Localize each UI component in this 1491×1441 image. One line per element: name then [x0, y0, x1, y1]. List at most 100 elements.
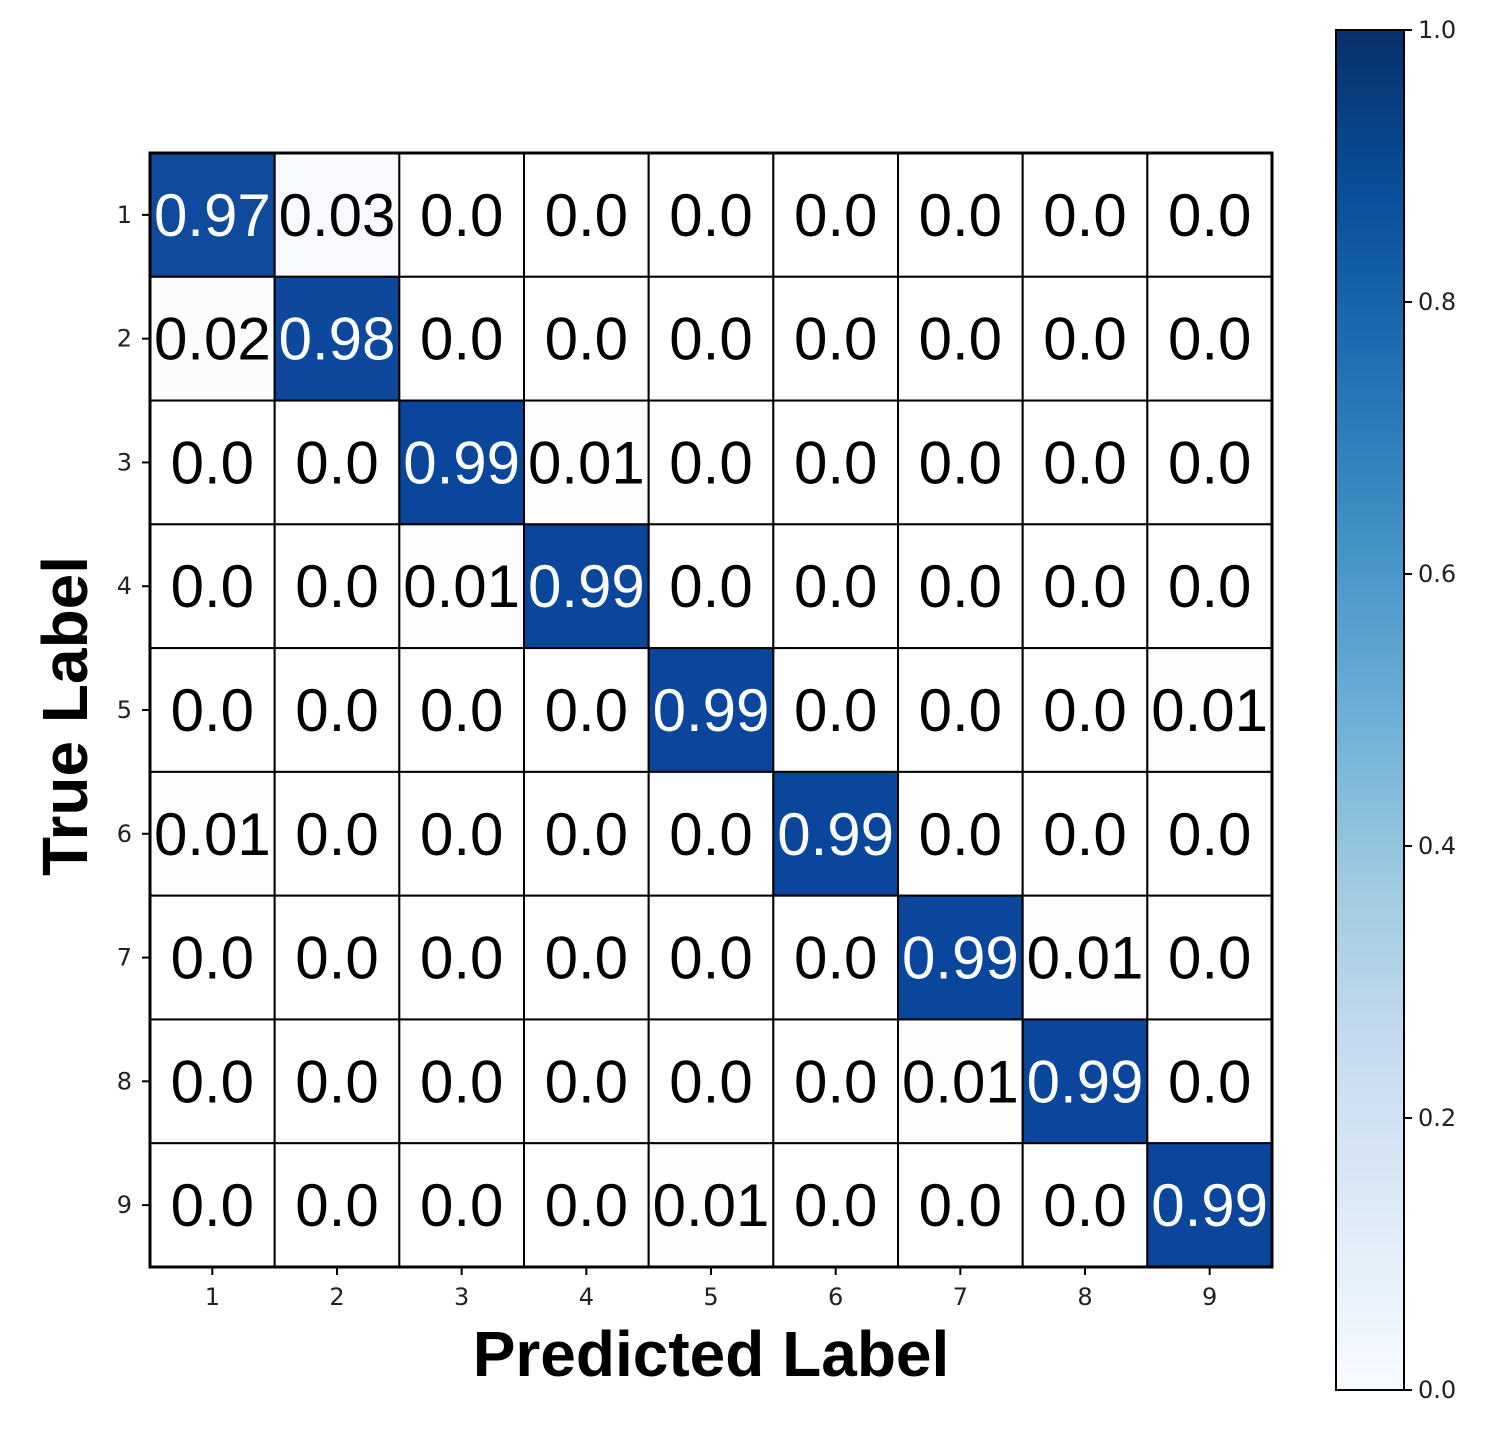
- cell-value-r3-c3: 0.99: [403, 429, 520, 496]
- cell-value-r5-c7: 0.0: [919, 677, 1002, 744]
- heatmap-cell-r6-c1: [149, 770, 276, 897]
- heatmap-cell-r6-c5: [647, 770, 775, 897]
- heatmap-cell-r4-c4: [523, 523, 650, 650]
- heatmap-cell-r8-c9: [1146, 1018, 1274, 1145]
- cell-value-r4-c3: 0.01: [403, 553, 520, 620]
- x-tick-label: 3: [454, 1283, 469, 1311]
- y-tick-label: 3: [117, 448, 132, 476]
- heatmap-cell-r9-c1: [149, 1142, 276, 1268]
- heatmap-cell-r6-c6: [772, 770, 899, 897]
- cell-value-r2-c7: 0.0: [919, 306, 1002, 373]
- cell-value-r7-c7: 0.99: [902, 925, 1019, 992]
- heatmap-cell-r6-c9: [1146, 770, 1274, 897]
- colorbar-tick-label: 0.6: [1418, 560, 1456, 588]
- heatmap-cell-r2-c7: [897, 275, 1024, 402]
- cell-value-r1-c1: 0.97: [154, 182, 271, 249]
- cell-value-r4-c1: 0.0: [171, 553, 254, 620]
- x-tick-label: 6: [828, 1283, 843, 1311]
- x-axis-label: Predicted Label: [473, 1318, 950, 1390]
- heatmap-cell-r9-c6: [772, 1142, 899, 1268]
- cell-value-r4-c4: 0.99: [528, 553, 645, 620]
- x-tick-label: 4: [579, 1283, 594, 1311]
- cell-value-r4-c6: 0.0: [794, 553, 877, 620]
- x-tick-label: 7: [953, 1283, 968, 1311]
- cell-value-r7-c3: 0.0: [420, 925, 503, 992]
- cell-value-r1-c5: 0.0: [669, 182, 752, 249]
- cell-value-r7-c4: 0.0: [545, 925, 628, 992]
- heatmap-cell-r2-c5: [647, 275, 775, 402]
- cell-value-r9-c6: 0.0: [794, 1172, 877, 1239]
- cell-value-r1-c9: 0.0: [1168, 182, 1251, 249]
- colorbar-ticks: 0.0 0.2 0.4 0.6 0.8 1.0: [1404, 16, 1456, 1404]
- heatmap-cell-r9-c9: [1146, 1142, 1274, 1268]
- heatmap-cell-r1-c2: [273, 152, 401, 278]
- heatmap-cell-r1-c8: [1021, 152, 1149, 278]
- heatmap-cell-r1-c6: [772, 152, 899, 278]
- x-tick-label: 5: [703, 1283, 718, 1311]
- heatmap-cell-r7-c1: [149, 894, 276, 1021]
- cell-value-r5-c3: 0.0: [420, 677, 503, 744]
- cell-value-r8-c4: 0.0: [545, 1048, 628, 1115]
- x-tick-label: 1: [205, 1283, 220, 1311]
- colorbar-tick-label: 0.8: [1418, 288, 1456, 316]
- heatmap-cell-r2-c9: [1146, 275, 1274, 402]
- cell-value-r6-c3: 0.0: [420, 801, 503, 868]
- cell-value-r7-c9: 0.0: [1168, 925, 1251, 992]
- heatmap-cell-r5-c7: [897, 647, 1024, 773]
- cell-value-r4-c2: 0.0: [295, 553, 378, 620]
- cell-value-r4-c8: 0.0: [1043, 553, 1126, 620]
- cell-value-r6-c9: 0.0: [1168, 801, 1251, 868]
- cell-value-r4-c7: 0.0: [919, 553, 1002, 620]
- cell-value-r6-c4: 0.0: [545, 801, 628, 868]
- heatmap-cell-labels: 0.97 0.03 0.0 0.0 0.0 0.0 0.0 0.0 0.0 0.02 0.98 0.0…: [154, 182, 1268, 1239]
- cell-value-r9-c9: 0.99: [1151, 1172, 1268, 1239]
- heatmap-cell-r1-c1: [149, 152, 276, 278]
- heatmap-cells: [149, 152, 1274, 1268]
- colorbar-tick-label: 1.0: [1418, 16, 1456, 44]
- cell-value-r5-c4: 0.0: [545, 677, 628, 744]
- heatmap-cell-r8-c1: [149, 1018, 276, 1145]
- cell-value-r5-c8: 0.0: [1043, 677, 1126, 744]
- y-tick-label: 8: [117, 1067, 132, 1095]
- cell-value-r1-c2: 0.03: [279, 182, 396, 249]
- heatmap-cell-r4-c1: [149, 523, 276, 650]
- y-tick-label: 4: [117, 572, 132, 600]
- cell-value-r8-c2: 0.0: [295, 1048, 378, 1115]
- heatmap-cell-r3-c5: [647, 399, 775, 526]
- cell-value-r8-c3: 0.0: [420, 1048, 503, 1115]
- heatmap-cell-r6-c8: [1021, 770, 1149, 897]
- colorbar-tick-label: 0.2: [1418, 1104, 1456, 1132]
- heatmap-cell-r5-c9: [1146, 647, 1274, 773]
- cell-value-r5-c9: 0.01: [1151, 677, 1268, 744]
- heatmap-cell-r8-c7: [897, 1018, 1024, 1145]
- heatmap-cell-r2-c3: [398, 275, 526, 402]
- heatmap-cell-r6-c3: [398, 770, 526, 897]
- cell-value-r6-c2: 0.0: [295, 801, 378, 868]
- cell-value-r4-c5: 0.0: [669, 553, 752, 620]
- cell-value-r7-c2: 0.0: [295, 925, 378, 992]
- heatmap-cell-r6-c2: [273, 770, 401, 897]
- cell-value-r3-c6: 0.0: [794, 429, 877, 496]
- y-axis-label: True Label: [29, 556, 101, 876]
- cell-value-r9-c8: 0.0: [1043, 1172, 1126, 1239]
- cell-value-r8-c1: 0.0: [171, 1048, 254, 1115]
- heatmap-cell-r5-c3: [398, 647, 526, 773]
- heatmap-cell-r8-c5: [647, 1018, 775, 1145]
- cell-value-r9-c3: 0.0: [420, 1172, 503, 1239]
- cell-value-r5-c1: 0.0: [171, 677, 254, 744]
- heatmap-cell-r8-c3: [398, 1018, 526, 1145]
- cell-value-r8-c6: 0.0: [794, 1048, 877, 1115]
- cell-value-r1-c3: 0.0: [420, 182, 503, 249]
- heatmap-cell-r3-c1: [149, 399, 276, 526]
- heatmap-cell-r7-c5: [647, 894, 775, 1021]
- heatmap-cell-r8-c4: [523, 1018, 650, 1145]
- cell-value-r3-c1: 0.0: [171, 429, 254, 496]
- x-tick-label: 9: [1202, 1283, 1217, 1311]
- heatmap-cell-r9-c7: [897, 1142, 1024, 1268]
- heatmap-cell-r3-c9: [1146, 399, 1274, 526]
- cell-value-r1-c6: 0.0: [794, 182, 877, 249]
- cell-value-r3-c5: 0.0: [669, 429, 752, 496]
- cell-value-r4-c9: 0.0: [1168, 553, 1251, 620]
- heatmap-cell-r3-c4: [523, 399, 650, 526]
